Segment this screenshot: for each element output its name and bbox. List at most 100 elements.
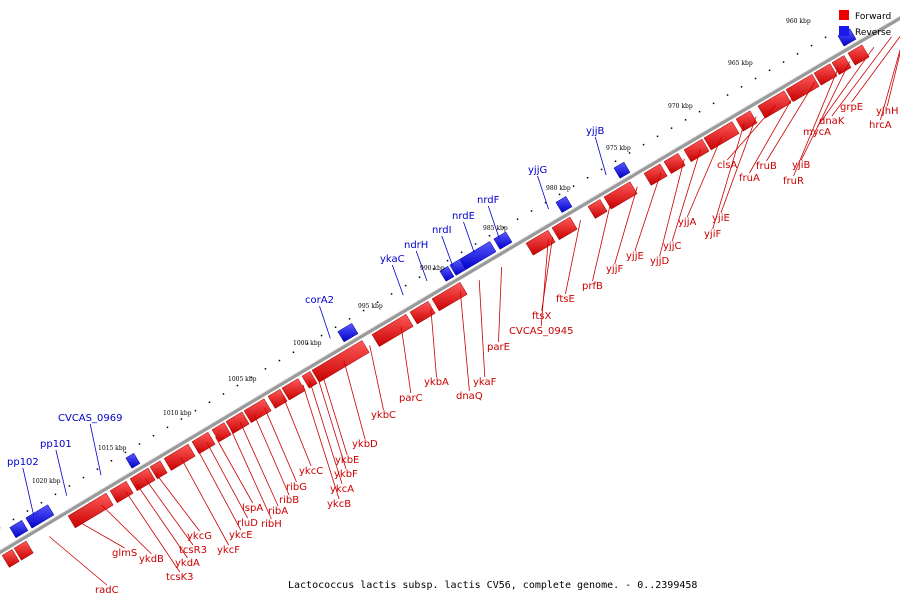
gene-label[interactable]: ykaF [473,377,497,388]
gene-label[interactable]: ftsE [556,294,575,305]
forward-gene-block[interactable] [371,313,414,347]
gene-label[interactable]: prfB [582,281,603,292]
gene-label[interactable]: ribB [279,495,299,506]
forward-gene-block[interactable] [847,44,870,66]
gene-label[interactable]: rluD [237,518,258,529]
gene-label[interactable]: fruB [756,161,777,172]
gene-label[interactable]: CVCAS_0969 [58,413,122,424]
forward-gene-block[interactable] [409,300,436,325]
gene-label[interactable]: ykcC [299,466,323,477]
forward-gene-block[interactable] [431,281,468,312]
gene-label[interactable]: ribG [286,482,307,493]
forward-gene-block[interactable] [735,110,758,132]
gene-label[interactable]: hrcA [869,120,892,131]
gene-label[interactable]: ykaC [380,254,405,265]
gene-label[interactable]: lspA [242,503,263,514]
gene-label[interactable]: grpE [840,102,863,113]
forward-gene-block[interactable] [757,90,792,119]
forward-gene-block[interactable] [813,63,838,86]
gene-label[interactable]: fruR [783,176,804,187]
reverse-gene-block[interactable] [9,519,29,539]
gene-label[interactable]: parC [399,393,423,404]
gene-label[interactable]: yjhH [876,106,899,117]
gene-label[interactable]: ftsX [532,311,551,322]
forward-gene-block[interactable] [191,431,216,455]
forward-gene-block[interactable] [1,549,20,568]
forward-gene-block[interactable] [13,540,34,561]
gene-label[interactable]: ykbD [352,439,378,450]
gene-label[interactable]: ykbF [334,469,358,480]
reverse-gene-block[interactable] [493,231,513,250]
gene-label[interactable]: corA2 [305,295,334,306]
forward-gene-block[interactable] [243,398,272,424]
gene-label[interactable]: dnaQ [456,391,483,402]
gene-label[interactable]: parE [487,342,510,353]
gene-label[interactable]: yjjA [678,217,696,228]
forward-gene-block[interactable] [129,467,156,492]
gene-label[interactable]: ykcF [217,545,240,556]
reverse-gene-block[interactable] [837,28,857,47]
gene-label[interactable]: yjiF [704,229,721,240]
gene-label[interactable]: ndrH [404,240,428,251]
gene-label[interactable]: ykcE [229,530,253,541]
gene-label[interactable]: ykcA [330,484,354,495]
forward-gene-block[interactable] [703,121,740,151]
gene-label[interactable]: CVCAS_0945 [509,326,573,337]
gene-label[interactable]: nrdE [452,211,475,222]
reverse-gene-block[interactable] [25,504,55,529]
gene-label[interactable]: yjjB [586,126,604,137]
reverse-gene-block[interactable] [613,161,631,179]
gene-label[interactable]: tcsR3 [179,545,207,556]
forward-gene-block[interactable] [551,216,578,241]
scale-dot [656,135,659,138]
gene-label[interactable]: nrdF [477,195,500,206]
gene-label[interactable]: ykcB [327,499,351,510]
gene-label[interactable]: yjjG [528,165,547,176]
gene-label[interactable]: mycA [803,127,831,138]
gene-label[interactable]: yjjD [650,256,669,267]
reverse-gene-block[interactable] [555,196,573,213]
gene-label[interactable]: clsA [717,160,737,171]
forward-gene-block[interactable] [643,163,668,186]
forward-gene-block[interactable] [67,492,114,529]
gene-label[interactable]: nrdI [432,225,452,236]
forward-gene-block[interactable] [149,460,168,480]
forward-gene-block[interactable] [587,199,608,219]
gene-label[interactable]: dnaK [819,116,845,127]
gene-label[interactable]: ykbC [371,410,396,421]
forward-gene-block[interactable] [525,229,556,256]
gene-label[interactable]: yjjE [626,251,644,262]
gene-label[interactable]: yjiB [792,160,810,171]
gene-label[interactable]: pp101 [40,439,72,450]
gene-label[interactable]: ribA [268,506,288,517]
reverse-gene-block[interactable] [459,241,497,270]
gene-label[interactable]: ykbE [335,455,359,466]
forward-gene-block[interactable] [211,422,232,443]
gene-label[interactable]: ykdB [139,554,164,565]
leader-line [136,483,188,559]
reverse-gene-block[interactable] [125,452,141,469]
gene-label[interactable]: yjjF [606,264,623,275]
gene-label[interactable]: fruA [739,173,760,184]
forward-gene-block[interactable] [683,138,710,163]
gene-label[interactable]: glmS [112,548,137,559]
forward-gene-block[interactable] [109,480,134,504]
forward-gene-block[interactable] [603,181,638,210]
gene-label[interactable]: ykbA [424,377,449,388]
reverse-gene-block[interactable] [439,265,455,282]
gene-label[interactable]: ykdA [175,558,200,569]
forward-gene-block[interactable] [163,443,196,471]
gene-label[interactable]: ykcG [187,531,212,542]
reverse-gene-block[interactable] [337,322,359,343]
gene-label[interactable]: radC [95,585,119,596]
gene-label[interactable]: yjiE [712,213,730,224]
forward-gene-block[interactable] [267,388,288,409]
gene-label[interactable]: yjjC [663,241,681,252]
forward-gene-block[interactable] [663,152,686,174]
gene-label[interactable]: pp102 [7,457,39,468]
forward-gene-block[interactable] [311,340,370,383]
gene-label[interactable]: ribH [261,519,282,530]
forward-gene-block[interactable] [301,371,318,389]
forward-gene-block[interactable] [785,73,820,103]
gene-label[interactable]: tcsK3 [166,572,194,583]
